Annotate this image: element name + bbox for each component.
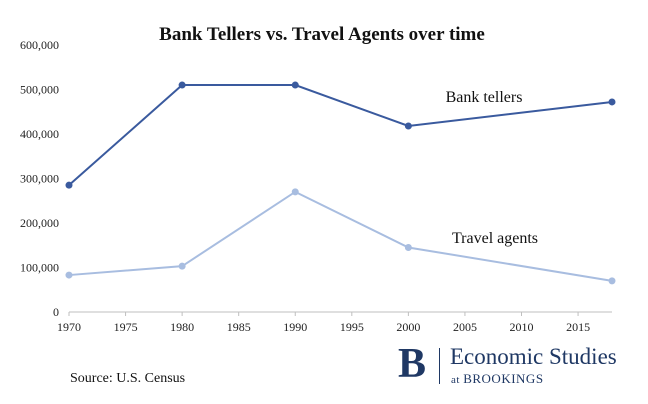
- data-point-travel-agents: [404, 243, 412, 251]
- x-tick-label: 1970: [57, 320, 81, 334]
- y-tick-label: 300,000: [20, 172, 59, 186]
- series-label-travel-agents: Travel agents: [452, 230, 538, 247]
- data-point-bank-tellers: [404, 122, 412, 130]
- axes: 1970 1975 1980 1985 1990 1995 2000 2005 2010 2015…: [20, 38, 612, 334]
- x-tick-label: 2010: [510, 320, 534, 334]
- y-tick-label: 100,000: [20, 261, 59, 275]
- data-point-travel-agents: [608, 277, 616, 285]
- data-point-travel-agents: [178, 262, 186, 270]
- brookings-logo: B Economic Studies at BROOKINGS: [396, 341, 646, 388]
- y-tick-label: 200,000: [20, 216, 59, 230]
- data-point-bank-tellers: [291, 81, 299, 89]
- y-tick-label: 500,000: [20, 83, 59, 97]
- brand-divider: [439, 348, 440, 384]
- x-tick-label: 1985: [227, 320, 251, 334]
- x-tick-label: 1980: [170, 320, 194, 334]
- chart-title: Bank Tellers vs. Travel Agents over time: [159, 24, 485, 45]
- series-line-bank-tellers: [68, 84, 613, 186]
- series-label-bank-tellers: Bank tellers: [446, 89, 523, 106]
- brand-letter: B: [398, 341, 427, 387]
- x-tick-label: 1990: [283, 320, 307, 334]
- series-layer: [65, 81, 616, 285]
- brand-org: BROOKINGS: [463, 371, 544, 386]
- brand-at: at: [451, 374, 460, 386]
- y-tick-label: 0: [53, 305, 59, 319]
- x-tick-label: 2015: [566, 320, 590, 334]
- brand-subtitle: at BROOKINGS: [451, 372, 544, 387]
- series-labels: Bank tellers Travel agents: [446, 89, 538, 247]
- brand-name: Economic Studies: [450, 344, 617, 369]
- source-note: Source: U.S. Census: [70, 371, 186, 386]
- y-tick-label: 600,000: [20, 38, 59, 52]
- data-point-bank-tellers: [608, 98, 616, 106]
- data-point-bank-tellers: [178, 81, 186, 89]
- x-tick-label: 2005: [453, 320, 477, 334]
- x-tick-label: 1995: [340, 320, 364, 334]
- x-tick-label: 2000: [396, 320, 420, 334]
- data-point-travel-agents: [65, 271, 73, 279]
- y-tick-label: 400,000: [20, 127, 59, 141]
- data-point-travel-agents: [291, 188, 299, 196]
- x-tick-label: 1975: [114, 320, 138, 334]
- data-point-bank-tellers: [65, 181, 73, 189]
